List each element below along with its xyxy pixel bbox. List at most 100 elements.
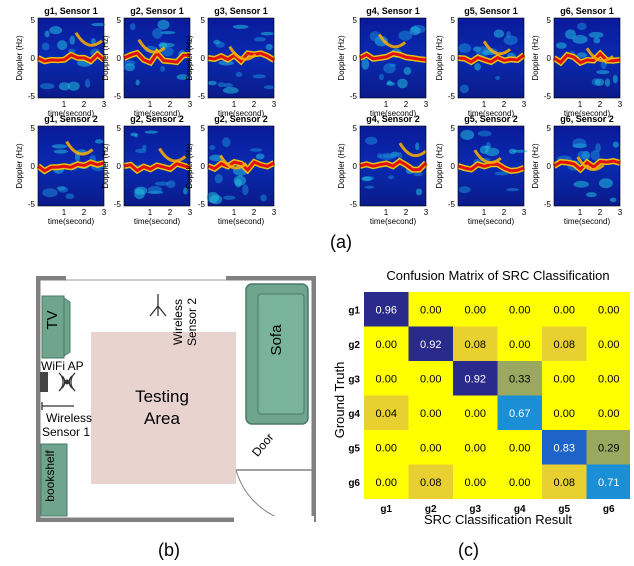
door-gap [234,516,314,522]
spectrogram-band [123,162,191,173]
spectrogram-frame [207,17,275,99]
tv-stand [63,297,71,357]
spectrogram-gesture-trace [137,38,166,54]
spectrogram-frame [37,17,105,99]
y-axis-label: Doppler (Hz) [531,35,540,81]
spectrogram-noise [593,37,601,44]
matrix-cell-value: 0.00 [509,442,530,454]
matrix-cell [497,326,542,361]
matrix-cell [364,292,409,327]
spectrogram-noise [265,43,273,51]
x-category-label: g4 [514,504,526,515]
spectrogram-noise [53,149,68,154]
spectrogram-gesture-trace [576,156,605,172]
spectrogram-frame [359,125,427,207]
top-wall-gap [66,275,226,281]
spectrogram-noise [409,26,421,36]
spectrogram-title: g4, Sensor 2 [366,114,420,124]
spectrogram-noise [135,79,140,86]
spectrogram-gesture-trace [482,40,512,56]
matrix-cell-value: 0.00 [509,477,530,489]
spectrogram-title: g5, Sensor 2 [464,114,518,124]
matrix-cell [586,395,630,430]
y-category-label: g6 [348,478,360,489]
spectrogram-band [207,160,275,173]
wifi-ap-dot [64,379,70,385]
x-tick-label: 3 [522,100,527,109]
spectrogram-band [553,159,621,172]
matrix-cell [364,395,409,430]
y-category-label: g4 [348,409,360,420]
x-tick-label: 2 [404,100,409,109]
y-tick-label: 5 [547,124,552,133]
spectrogram-noise [458,186,471,194]
spectrogram-noise [234,178,242,188]
y-axis-label: Doppler (Hz) [531,143,540,189]
y-tick-label: 5 [547,16,552,25]
matrix-cell [586,326,630,361]
spectrogram-noise [44,30,50,38]
y-tick-label: 5 [353,124,358,133]
spectrogram-title: g6, Sensor 2 [560,114,614,124]
wifi-ap-device [40,372,48,392]
spectrogram-noise [365,136,378,145]
spectrogram-noise [484,145,491,149]
spectrogram-noise [577,22,587,31]
spectrogram-noise [379,153,395,160]
y-tick-label: -5 [28,92,36,101]
spectrogram-noise [260,31,274,36]
spectrogram-noise [84,78,91,88]
matrix-cell-value: 0.00 [598,339,619,351]
matrix-cell-value: 0.04 [376,408,397,420]
x-tick-label: 2 [404,208,409,217]
spectrogram-plot: g6, Sensor 1 5 0 -5 1 2 3 time(second) Doppler (… [531,6,623,118]
x-tick-label: 3 [188,100,193,109]
spectrogram-noise [604,78,611,87]
spectrogram-gesture-trace [65,140,94,156]
spectrogram-noise [176,74,189,80]
y-axis-label: Doppler (Hz) [101,143,110,189]
spectrogram-noise [223,82,233,88]
spectrogram-noise [503,35,518,46]
spectrogram-frame [123,125,191,207]
spectrogram-noise [458,43,472,54]
x-tick-label: 1 [384,100,389,109]
x-axis-label: time(second) [468,217,515,226]
spectrogram-plot: g1, Sensor 1 5 0 -5 1 2 3 time(second) Doppler (… [15,6,107,118]
y-category-label: g2 [348,340,360,351]
x-axis-label: time(second) [48,217,95,226]
spectrogram-noise [65,193,75,200]
y-tick-label: -5 [544,92,552,101]
matrix-cell-value: 0.33 [509,373,530,385]
spectrogram-noise [512,149,528,153]
matrix-cell [453,464,498,499]
x-tick-label: 2 [82,100,87,109]
spectrogram-gesture-trace [377,33,407,49]
spectrogram-noise [485,147,500,157]
spectrogram-noise [609,197,617,203]
spectrogram-noise [253,37,266,42]
matrix-cell [497,395,542,430]
spectrogram-plot: g5, Sensor 1 5 0 -5 1 2 3 time(second) Doppler (… [435,6,527,118]
spectrogram-noise [493,29,505,38]
y-tick-label: 5 [201,16,206,25]
matrix-cell [364,464,409,499]
caption-a: (a) [330,232,352,252]
spectrogram-title: g2, Sensor 2 [130,114,184,124]
x-tick-label: 3 [272,100,277,109]
spectrogram-noise [576,52,588,58]
spectrogram-noise [612,141,619,148]
spectrogram-noise [474,63,482,71]
x-tick-label: 3 [424,208,429,217]
spectrogram-noise [572,138,587,149]
spectrogram-noise [160,65,165,72]
y-tick-label: -5 [350,200,358,209]
spectrogram-noise [263,85,275,90]
x-category-label: g3 [469,504,481,515]
y-tick-label: -5 [198,200,206,209]
spectrogram-noise [383,63,396,74]
spectrogram-plot: g2, Sensor 2 5 0 -5 1 2 3 time(second) Doppler (… [185,114,277,226]
spectrogram-noise [152,28,163,39]
y-tick-label: 0 [31,54,36,63]
spectrogram-noise [222,137,231,148]
